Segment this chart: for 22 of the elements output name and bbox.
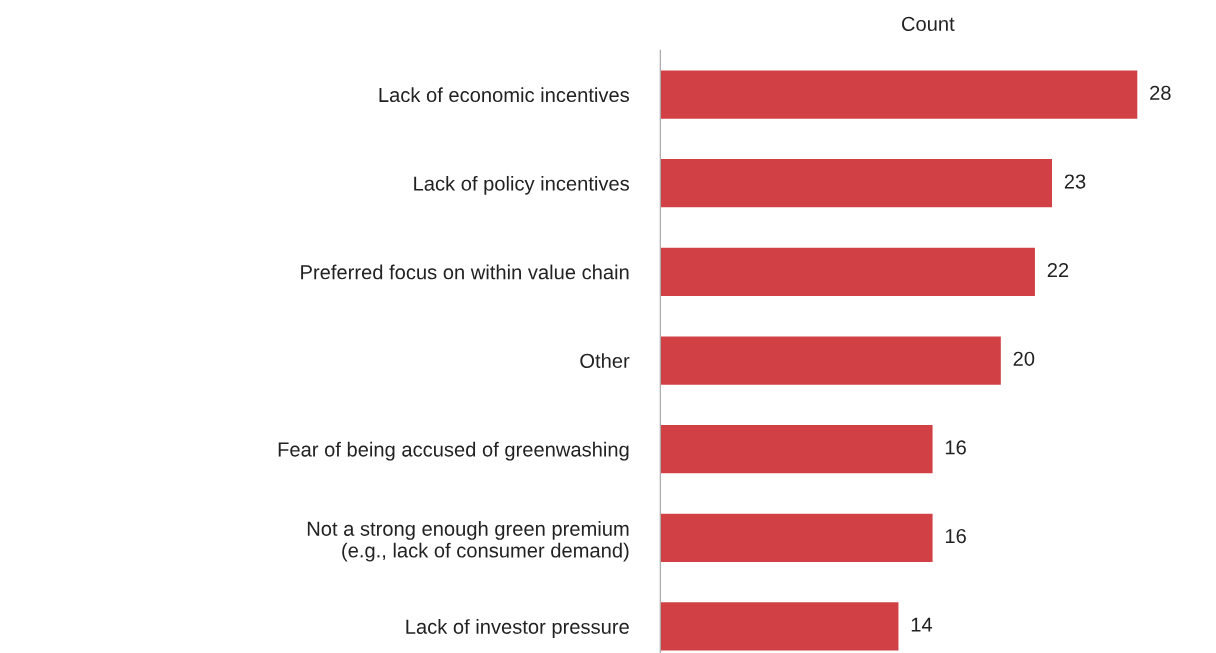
data-label: 22 — [1047, 263, 1069, 278]
y-tick-label: Lack of economic incentives — [379, 87, 630, 103]
chart-title: Count — [901, 16, 955, 32]
y-tick-label: Lack of investor pressure — [406, 619, 629, 638]
data-label: 23 — [1064, 174, 1086, 189]
bar — [660, 157, 1054, 209]
y-tick-label: Preferred focus on within value chain — [301, 264, 629, 280]
y-tick-label: Other — [580, 353, 630, 368]
bar — [660, 246, 1037, 298]
data-label: 16 — [945, 528, 966, 544]
y-tick-label: Not a strong enough green premium (e.g., lack of consumer demand) — [307, 521, 629, 562]
bar — [660, 512, 934, 564]
y-tick-label: Fear of being accused of greenwashing — [278, 441, 629, 461]
data-label: 16 — [945, 440, 966, 455]
bar — [660, 334, 1003, 387]
bar — [660, 600, 900, 652]
bar — [660, 69, 1139, 121]
data-label: 28 — [1150, 85, 1171, 100]
y-tick-label: Lack of policy incentives — [414, 175, 630, 195]
data-label: 20 — [1013, 351, 1035, 366]
data-label: 14 — [911, 617, 933, 632]
bar — [660, 423, 934, 475]
